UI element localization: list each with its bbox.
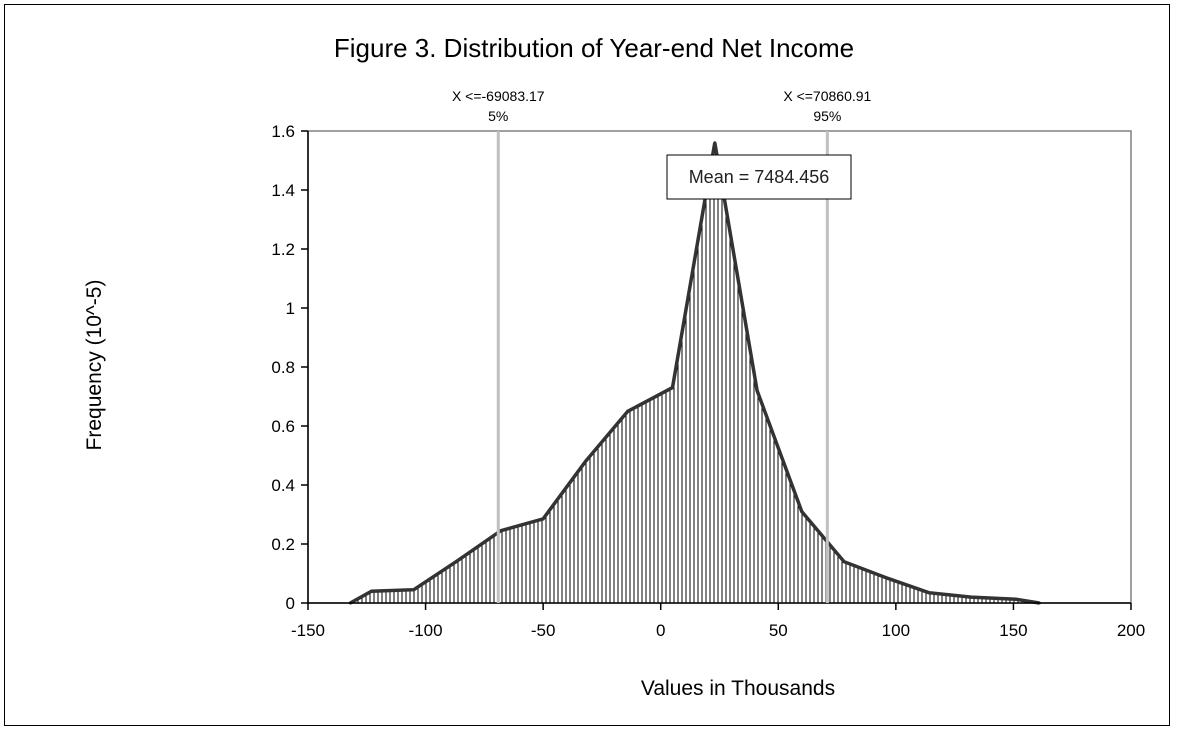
mean-callout-box bbox=[666, 154, 852, 200]
y-tick-label: 1.6 bbox=[271, 122, 295, 141]
data-point bbox=[969, 595, 973, 599]
percentile-marker-percent-label: 95% bbox=[813, 108, 841, 124]
data-point bbox=[800, 510, 804, 514]
data-point bbox=[370, 589, 373, 593]
x-tick-label: 150 bbox=[999, 621, 1027, 640]
chart-frame: Figure 3. Distribution of Year-end Net I… bbox=[4, 4, 1170, 726]
x-tick-label: -150 bbox=[291, 621, 325, 640]
percentile-marker-value-label: X <=-69083.17 bbox=[452, 88, 545, 104]
x-tick-label: -50 bbox=[531, 621, 556, 640]
distribution-outline bbox=[349, 142, 1040, 605]
data-point bbox=[541, 517, 545, 521]
x-axis-title: Values in Thousands bbox=[641, 677, 835, 700]
data-point bbox=[1014, 597, 1018, 601]
y-tick-label: 1.4 bbox=[271, 181, 295, 200]
y-tick-label: 0.8 bbox=[271, 358, 295, 377]
data-point bbox=[885, 576, 888, 580]
y-tick-label: 0 bbox=[286, 594, 295, 613]
mean-callout-label: Mean = 7484.456 bbox=[689, 167, 830, 187]
data-point bbox=[499, 529, 503, 533]
data-point bbox=[842, 560, 846, 564]
percentile-marker-percent-label: 5% bbox=[488, 108, 508, 124]
data-point bbox=[713, 141, 717, 145]
data-point bbox=[584, 459, 587, 463]
data-point bbox=[671, 386, 674, 390]
x-tick-label: 0 bbox=[656, 621, 665, 640]
distribution-area bbox=[350, 142, 1040, 604]
y-axis-title: Frequency (10^-5) bbox=[83, 280, 106, 451]
percentile-marker-value-label: X <=70860.91 bbox=[783, 88, 871, 104]
data-point bbox=[927, 591, 931, 595]
y-tick-label: 1 bbox=[286, 299, 295, 318]
data-point bbox=[412, 588, 416, 592]
x-tick-label: 50 bbox=[769, 621, 788, 640]
data-point bbox=[454, 560, 458, 564]
x-tick-label: 100 bbox=[882, 621, 910, 640]
x-tick-label: -100 bbox=[409, 621, 443, 640]
y-tick-label: 0.4 bbox=[271, 476, 295, 495]
data-point bbox=[755, 389, 759, 393]
y-tick-label: 0.2 bbox=[271, 535, 295, 554]
data-point bbox=[626, 409, 630, 413]
chart-title: Figure 3. Distribution of Year-end Net I… bbox=[334, 33, 854, 63]
plot-area: -150 -100 -50 0 50 100 150 200 0 0.2 0.4 0.6 0.8 1 1.2… bbox=[271, 88, 1145, 640]
y-tick-label: 0.6 bbox=[271, 417, 295, 436]
x-tick-label: 200 bbox=[1117, 621, 1145, 640]
y-tick-label: 1.2 bbox=[271, 240, 295, 259]
chart-svg: Figure 3. Distribution of Year-end Net I… bbox=[83, 33, 1145, 700]
